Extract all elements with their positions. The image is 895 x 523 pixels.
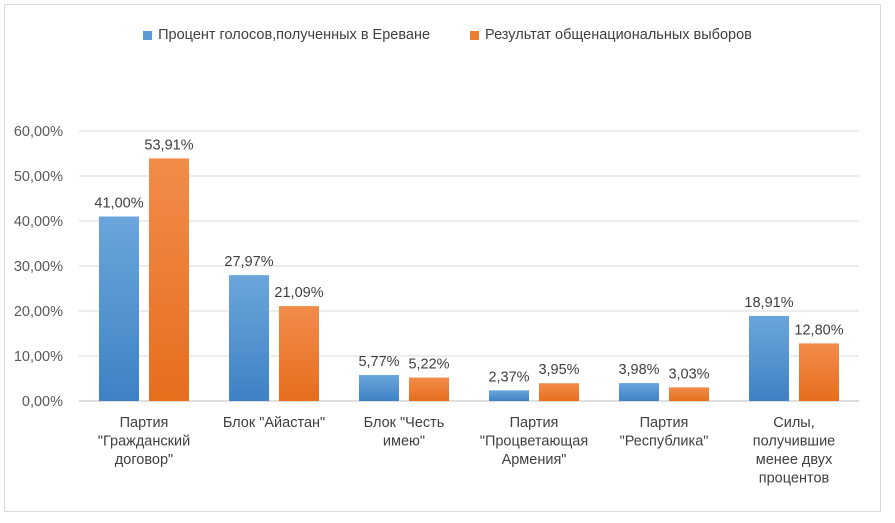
category-label: "Процветающая — [480, 434, 588, 450]
bar-national — [409, 377, 449, 401]
legend-item-national: Результат общенациональных выборов — [470, 27, 752, 43]
category-label: "Республика" — [620, 434, 709, 450]
category-label: договор" — [115, 452, 173, 468]
data-label: 18,91% — [744, 295, 793, 311]
legend-swatch-yerevan — [143, 30, 153, 40]
bar-yerevan — [489, 390, 529, 401]
data-label: 21,09% — [274, 285, 323, 301]
y-tick-label: 10,00% — [14, 349, 63, 365]
category-label: Силы, — [773, 415, 814, 431]
legend-swatch-national — [470, 30, 480, 40]
bar-yerevan — [359, 375, 399, 401]
data-label: 3,03% — [668, 366, 709, 382]
data-label: 12,80% — [794, 322, 843, 338]
bar-yerevan — [619, 383, 659, 401]
category-label: "Гражданский — [98, 434, 190, 450]
bar-national — [279, 306, 319, 401]
bar-yerevan — [749, 315, 789, 401]
y-tick-label: 40,00% — [14, 214, 63, 230]
data-label: 5,77% — [358, 354, 399, 370]
category-label: имею" — [383, 434, 425, 450]
data-label: 2,37% — [488, 369, 529, 385]
legend-label-national: Результат общенациональных выборов — [485, 27, 752, 43]
data-label: 3,98% — [618, 362, 659, 378]
y-tick-label: 0,00% — [22, 394, 63, 410]
bar-national — [149, 158, 189, 401]
bar-yerevan — [99, 216, 139, 401]
bar-national — [539, 383, 579, 401]
category-label: Армения" — [502, 452, 567, 468]
y-tick-label: 50,00% — [14, 169, 63, 185]
bar-yerevan — [229, 275, 269, 401]
category-label: Партия — [120, 415, 169, 431]
category-label: Блок "Айастан" — [223, 415, 325, 431]
category-label: Блок "Честь — [364, 415, 445, 431]
y-tick-label: 30,00% — [14, 259, 63, 275]
data-label: 53,91% — [144, 137, 193, 153]
category-label: процентов — [759, 471, 830, 487]
y-tick-label: 60,00% — [14, 124, 63, 140]
category-label: получившие — [753, 434, 835, 450]
category-label: менее двух — [756, 452, 833, 468]
category-label: Партия — [640, 415, 689, 431]
bar-national — [669, 387, 709, 401]
data-label: 5,22% — [408, 357, 449, 373]
data-label: 27,97% — [224, 254, 273, 270]
category-label: Партия — [510, 415, 559, 431]
data-label: 3,95% — [538, 362, 579, 378]
legend-label-yerevan: Процент голосов,полученных в Ереване — [158, 27, 431, 43]
legend: Процент голосов,полученных в Ереване Рез… — [0, 27, 895, 43]
data-label: 41,00% — [94, 196, 143, 212]
bar-national — [799, 343, 839, 401]
y-tick-label: 20,00% — [14, 304, 63, 320]
legend-item-yerevan: Процент голосов,полученных в Ереване — [143, 27, 430, 43]
